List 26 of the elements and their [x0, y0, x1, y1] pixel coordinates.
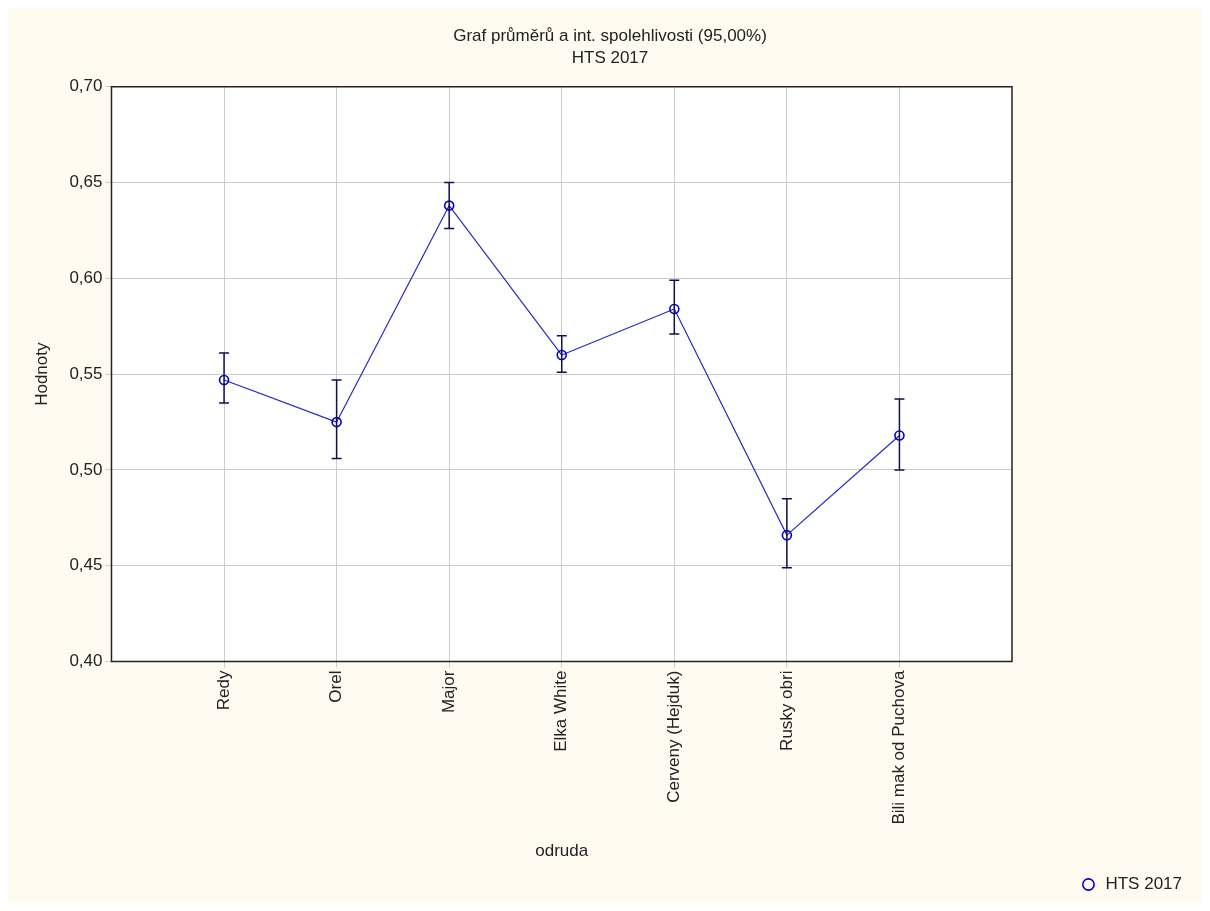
- y-tick-label: 0,65: [69, 172, 103, 192]
- x-tick-label: Redy: [213, 670, 233, 711]
- x-tick-label: Major: [438, 670, 458, 714]
- point: [781, 529, 793, 541]
- y-tick-label: 0,40: [69, 651, 103, 671]
- x-axis-title: odruda: [535, 841, 589, 861]
- point: [218, 374, 230, 386]
- point: [331, 416, 342, 428]
- point: [669, 303, 680, 315]
- point: [556, 349, 568, 361]
- x-tick-label: Cerveny (Hejduk): [664, 670, 683, 803]
- point: [443, 200, 455, 211]
- legend-label: HTS 2017: [1105, 874, 1183, 894]
- x-tick-label: Bili mak od Puchova: [889, 670, 909, 825]
- point: [894, 430, 905, 441]
- y-tick-label: 0,50: [69, 459, 103, 479]
- chart-subtitle: HTS 2017: [571, 48, 649, 68]
- x-tick-label: Elka White: [551, 670, 571, 752]
- y-tick-label: 0,45: [69, 555, 103, 575]
- chart-title: Graf průměrů a int. spolehlivosti (95,00%): [453, 25, 767, 45]
- x-tick-label: Rusky obri: [776, 670, 796, 751]
- x-tick-label: Orel: [326, 670, 346, 703]
- y-tick-label: 0,70: [69, 76, 103, 96]
- y-tick-label: 0,55: [69, 363, 103, 383]
- y-tick-label: 0,60: [69, 268, 103, 288]
- y-axis-title: Hodnoty: [31, 342, 51, 406]
